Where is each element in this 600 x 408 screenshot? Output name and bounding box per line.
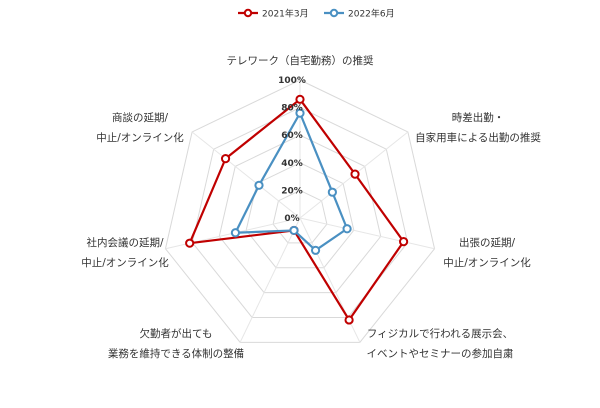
series-1-point-1	[327, 187, 337, 197]
legend-label: 2022年6月	[348, 8, 395, 20]
legend-marker-1	[329, 8, 339, 18]
grid-ring-60	[218, 134, 382, 294]
axis-label: 時差出勤・	[452, 111, 505, 124]
series-1-point-6	[254, 180, 264, 190]
tick-label: 60%	[281, 131, 303, 141]
tick-label: 100%	[278, 76, 306, 86]
tick-label: 40%	[281, 159, 303, 169]
series-line-0	[188, 98, 405, 322]
series-0-point-3	[344, 315, 354, 325]
series-0-point-0	[295, 94, 305, 104]
legend-label: 2021年3月	[262, 8, 309, 20]
spoke-line-4	[239, 217, 301, 343]
spoke-line-2	[299, 217, 435, 250]
axis-label: 中止/オンライン化	[96, 131, 184, 144]
tick-label: 20%	[281, 186, 303, 196]
series-line-1	[234, 112, 349, 252]
grid-ring-100	[164, 79, 436, 343]
series-1-point-5	[230, 228, 241, 238]
series-1-point-3	[310, 245, 321, 255]
series-0-point-1	[350, 169, 360, 179]
axis-label: 業務を維持できる体制の整備	[108, 347, 244, 360]
axis-label: テレワーク（自宅勤務）の推奨	[227, 54, 374, 67]
series-0-point-6	[220, 154, 231, 164]
axis-label: 商談の延期/	[112, 111, 168, 124]
series-1-point-0	[295, 108, 305, 118]
spoke-line-6	[191, 131, 301, 219]
axis-label: フィジカルで行われる展示会、	[367, 327, 513, 340]
grid-ring-20	[272, 189, 328, 244]
series-1-point-2	[342, 224, 352, 234]
grid-ring-80	[191, 107, 409, 318]
axis-label: 社内会議の延期/	[86, 236, 163, 249]
tick-label: 80%	[281, 104, 303, 114]
tick-label: 0%	[284, 214, 299, 224]
axis-label: 中止/オンライン化	[443, 256, 531, 269]
axis-label: 自家用車による出勤の推奨	[415, 131, 541, 144]
legend-marker-0	[243, 8, 253, 18]
axis-label: イベントやセミナーの参加自粛	[367, 347, 514, 360]
axis-label: 出張の延期/	[459, 236, 515, 249]
series-1-point-4	[289, 225, 299, 236]
axis-label: 中止/オンライン化	[81, 256, 169, 269]
axis-label: 欠勤者が出ても	[140, 327, 213, 340]
series-0-point-5	[185, 238, 195, 248]
series-0-point-2	[398, 237, 409, 247]
